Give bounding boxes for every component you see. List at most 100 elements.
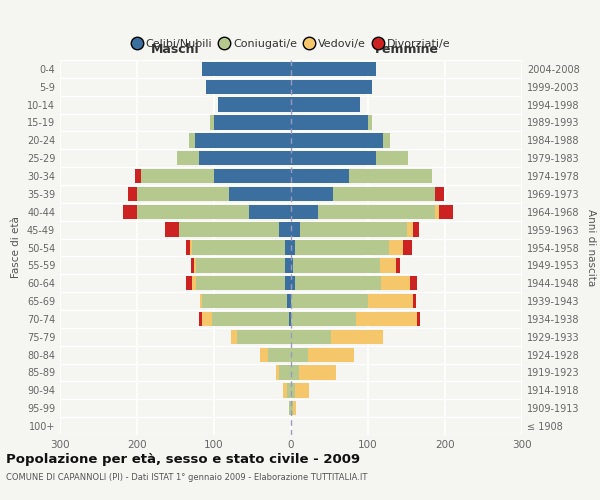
Bar [287,294,291,308]
Bar [439,204,453,219]
Bar [291,80,372,94]
Bar [368,116,372,130]
Text: Popolazione per età, sesso e stato civile - 2009: Popolazione per età, sesso e stato civil… [6,452,360,466]
Bar [291,348,308,362]
Bar [291,133,383,148]
Bar [202,312,212,326]
Bar [318,204,435,219]
Bar [293,401,296,415]
Bar [403,240,412,254]
Bar [291,169,349,183]
Bar [300,222,407,237]
Bar [280,366,291,380]
Bar [413,222,419,237]
Bar [291,204,318,219]
Bar [194,258,196,272]
Bar [210,116,214,130]
Bar [166,222,179,237]
Bar [407,222,413,237]
Bar [186,240,190,254]
Bar [202,62,291,76]
Bar [179,222,280,237]
Bar [349,169,432,183]
Bar [248,204,291,219]
Bar [291,366,299,380]
Bar [195,133,291,148]
Bar [212,312,289,326]
Bar [295,276,381,290]
Bar [202,294,287,308]
Bar [380,258,397,272]
Bar [199,151,291,166]
Bar [137,204,248,219]
Bar [416,312,419,326]
Bar [285,276,291,290]
Bar [280,222,291,237]
Bar [206,80,291,94]
Bar [389,240,403,254]
Bar [308,348,354,362]
Bar [123,204,137,219]
Bar [287,383,291,398]
Text: Maschi: Maschi [151,44,200,57]
Bar [218,98,291,112]
Bar [299,366,335,380]
Bar [331,330,383,344]
Bar [381,276,410,290]
Bar [188,133,195,148]
Bar [190,240,193,254]
Bar [191,258,194,272]
Bar [291,258,293,272]
Text: COMUNE DI CAPANNOLI (PI) - Dati ISTAT 1° gennaio 2009 - Elaborazione TUTTITALIA.: COMUNE DI CAPANNOLI (PI) - Dati ISTAT 1°… [6,472,367,482]
Bar [334,187,435,201]
Bar [134,169,141,183]
Bar [285,240,291,254]
Text: Femmine: Femmine [374,44,439,57]
Bar [435,204,439,219]
Bar [275,366,280,380]
Bar [376,151,408,166]
Bar [295,240,389,254]
Bar [356,312,416,326]
Bar [237,330,291,344]
Bar [435,187,444,201]
Bar [196,276,285,290]
Bar [291,294,368,308]
Bar [268,348,291,362]
Bar [193,276,196,290]
Bar [200,294,202,308]
Bar [283,383,287,398]
Bar [291,116,368,130]
Y-axis label: Anni di nascita: Anni di nascita [586,209,596,286]
Bar [291,312,356,326]
Bar [368,294,413,308]
Bar [291,383,295,398]
Bar [291,401,293,415]
Bar [295,383,309,398]
Bar [291,222,300,237]
Bar [413,294,416,308]
Bar [260,348,268,362]
Bar [291,151,376,166]
Bar [137,187,229,201]
Bar [193,240,285,254]
Bar [128,187,137,201]
Y-axis label: Fasce di età: Fasce di età [11,216,21,278]
Bar [229,187,291,201]
Bar [289,312,291,326]
Legend: Celibi/Nubili, Coniugati/e, Vedovi/e, Divorziati/e: Celibi/Nubili, Coniugati/e, Vedovi/e, Di… [127,34,455,54]
Bar [383,133,389,148]
Bar [410,276,416,290]
Bar [186,276,193,290]
Bar [199,312,202,326]
Bar [177,151,199,166]
Bar [397,258,400,272]
Bar [291,187,334,201]
Bar [196,258,285,272]
Bar [214,169,291,183]
Bar [214,116,291,130]
Bar [231,330,237,344]
Bar [291,276,295,290]
Bar [291,240,295,254]
Bar [293,258,380,272]
